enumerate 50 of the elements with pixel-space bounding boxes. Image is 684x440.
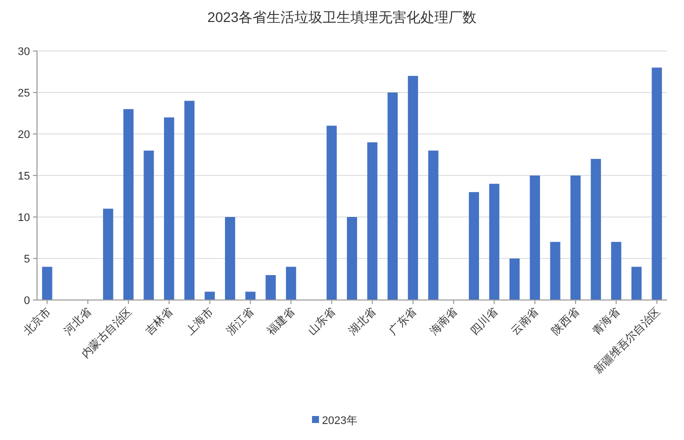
x-tick-label: 北京市 — [20, 304, 54, 338]
x-tick-label: 湖北省 — [346, 304, 378, 338]
bar — [184, 100, 194, 300]
bar — [388, 92, 398, 300]
x-tick-label: 云南省 — [508, 304, 542, 338]
x-tick-label: 广东省 — [386, 304, 420, 338]
bar — [326, 126, 337, 300]
x-tick-label: 海南省 — [427, 304, 460, 338]
y-tick-label: 0 — [24, 295, 30, 307]
bar — [367, 142, 378, 300]
bar — [428, 150, 438, 300]
y-tick-label: 20 — [18, 129, 30, 141]
legend-label: 2023年 — [322, 415, 358, 427]
bar — [652, 68, 662, 300]
x-tick-label: 四川省 — [468, 304, 500, 338]
y-tick-label: 30 — [18, 46, 30, 58]
bar — [123, 109, 134, 300]
x-tick-label: 吉林省 — [142, 304, 176, 338]
x-tick-label: 浙江省 — [224, 304, 257, 338]
chart-title: 2023各省生活垃圾卫生填埋无害化处理厂数 — [207, 9, 477, 25]
x-tick-label: 上海市 — [183, 304, 216, 338]
bar — [42, 266, 52, 300]
bar — [590, 158, 601, 300]
bar — [164, 117, 174, 300]
bar — [489, 184, 500, 300]
y-tick-label: 5 — [24, 254, 30, 266]
bar — [346, 217, 358, 300]
y-tick-label: 15 — [18, 170, 30, 182]
y-tick-label: 10 — [18, 212, 30, 224]
y-tick-label: 25 — [18, 88, 30, 100]
bar — [266, 275, 276, 300]
bar — [204, 292, 215, 300]
x-tick-label: 福建省 — [264, 304, 298, 338]
x-tick-label: 河北省 — [61, 304, 94, 338]
bar — [144, 150, 154, 300]
x-tick-label: 山东省 — [305, 304, 338, 338]
bar — [408, 76, 418, 300]
bar — [631, 266, 642, 300]
bar — [611, 242, 622, 300]
bar — [510, 258, 520, 300]
bar — [570, 176, 581, 300]
x-tick-label: 陕西省 — [549, 304, 582, 338]
x-tick-label: 青海省 — [590, 304, 622, 338]
bar — [550, 242, 560, 300]
bar — [468, 192, 480, 300]
bar — [245, 292, 256, 300]
bar — [286, 266, 296, 300]
bar — [224, 217, 236, 300]
bar — [103, 208, 114, 300]
bar — [530, 176, 540, 300]
